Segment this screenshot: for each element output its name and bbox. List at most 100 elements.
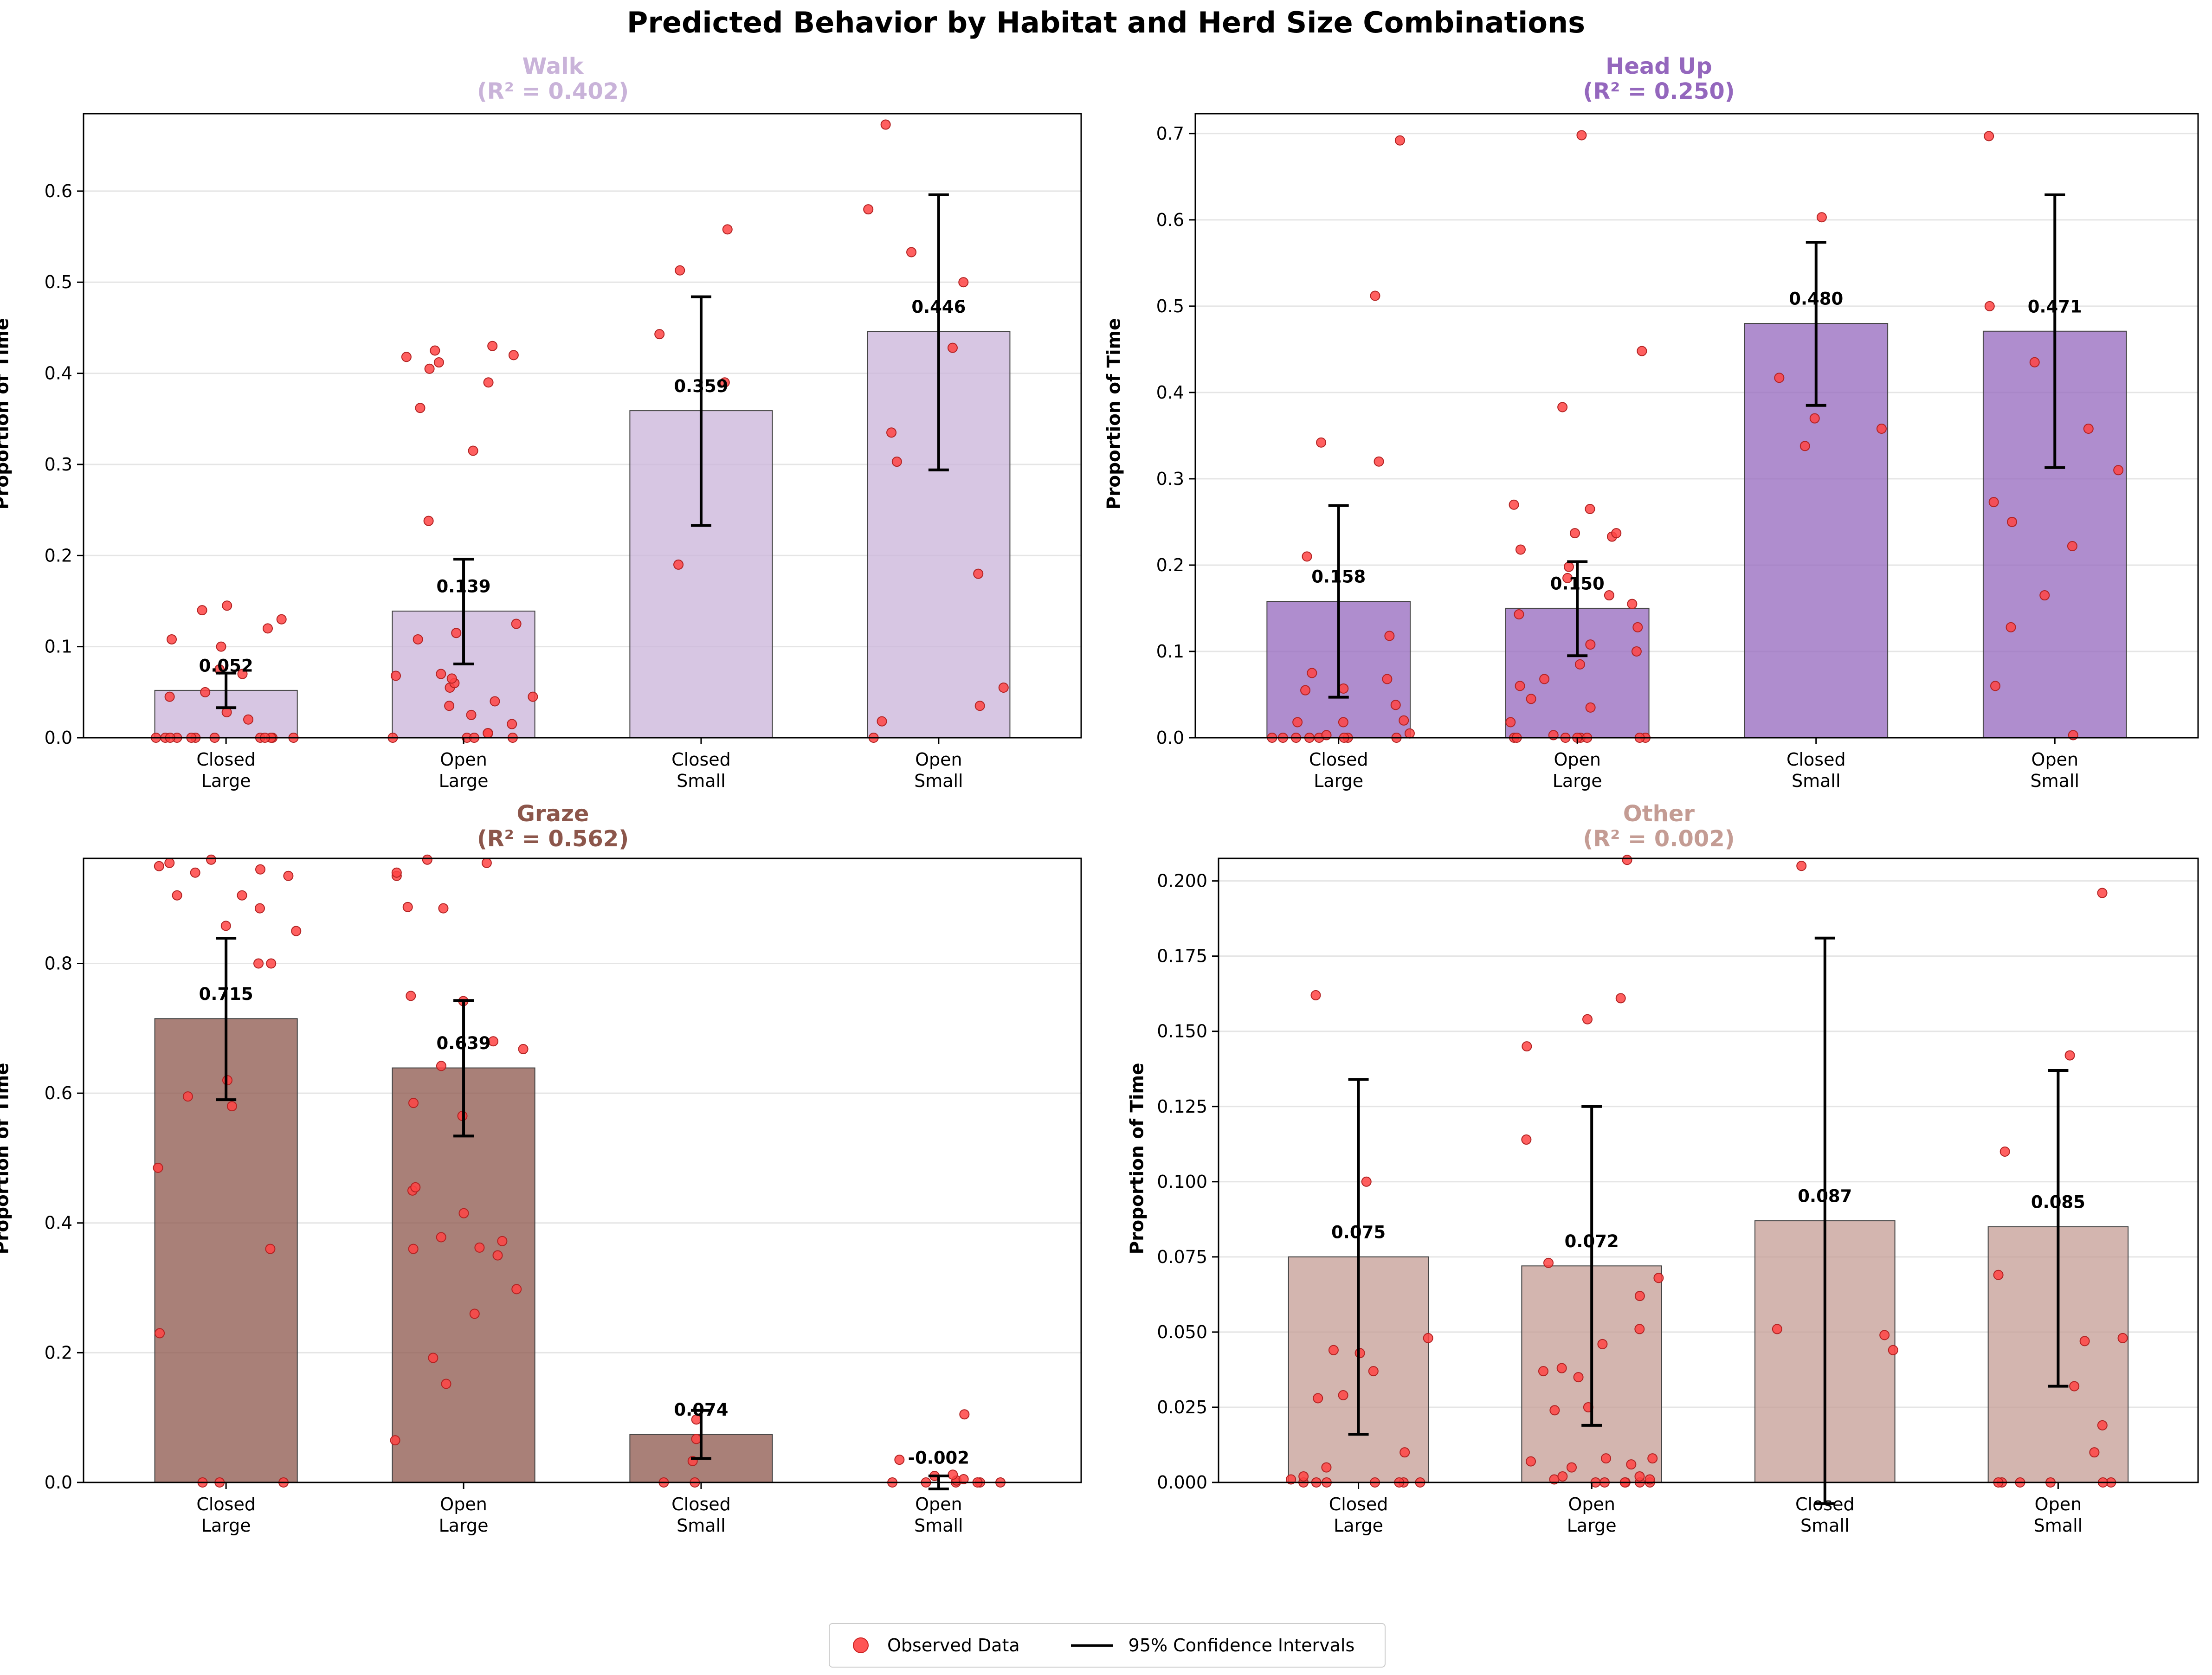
error-bar [1806, 241, 1826, 407]
panel-title-main: Head Up [1606, 53, 1712, 79]
observed-point [206, 854, 217, 865]
plot-frame [1218, 857, 2199, 1483]
y-tick-label: 0.7 [1156, 123, 1184, 144]
observed-point [1316, 437, 1327, 448]
observed-point [722, 224, 733, 235]
observed-point [2069, 1381, 2080, 1392]
observed-point [253, 958, 264, 969]
observed-point [1404, 728, 1415, 739]
observed-point [1879, 1330, 1890, 1340]
observed-point [469, 1308, 480, 1319]
y-tick-label: 0.5 [1156, 296, 1184, 316]
observed-point [423, 515, 434, 526]
y-tick-label: 0.025 [1157, 1397, 1207, 1417]
observed-point [492, 1250, 503, 1261]
x-tick-label: Closed Large [1309, 749, 1368, 791]
observed-point [266, 958, 277, 969]
observed-point [406, 991, 416, 1001]
value-label: 0.139 [437, 577, 491, 597]
observed-point [1399, 715, 1409, 726]
observed-point [2117, 1333, 2128, 1343]
observed-point [2113, 465, 2124, 476]
y-tick-label: 0.0 [45, 728, 72, 748]
observed-point [458, 1208, 469, 1218]
observed-point [428, 1353, 439, 1363]
observed-point [483, 728, 493, 739]
observed-point [1888, 1345, 1898, 1355]
observed-point [390, 1435, 400, 1446]
observed-point [1515, 681, 1525, 691]
error-bar [2044, 193, 2065, 469]
observed-point [216, 641, 226, 652]
x-tick-label: Closed Large [196, 749, 256, 791]
other-panel: Other (R² = 0.002) Proportion of Time 0.… [1106, 796, 2212, 1557]
walk-panel: Walk (R² = 0.402) Proportion of Time 0.0… [0, 51, 1106, 812]
observed-marker-icon [853, 1637, 869, 1653]
observed-point [265, 1243, 276, 1254]
y-tick-label: 0.4 [1156, 382, 1184, 403]
observed-point [430, 345, 440, 356]
graze-plot: 0.715 0.639 0.074 -0.002 0.0 0.2 0.4 0.6 0.8 Clos… [45, 854, 1082, 1536]
observed-point [947, 342, 958, 353]
observed-point [1313, 1393, 1323, 1404]
observed-point [1307, 668, 1317, 678]
y-tick-label: 0.1 [1156, 641, 1184, 662]
observed-point [1522, 1041, 1532, 1052]
x-tick-label: Open Small [2034, 1494, 2083, 1536]
error-bar [1328, 504, 1349, 699]
observed-point [1338, 717, 1348, 728]
panel-title-subtitle: (R² = 0.002) [1583, 826, 1735, 852]
y-tick-label: 0.125 [1157, 1096, 1207, 1117]
observed-point [490, 696, 500, 707]
observed-point [415, 403, 426, 413]
observed-point [1526, 1456, 1536, 1467]
observed-point [1538, 1366, 1549, 1377]
observed-point [222, 600, 232, 611]
x-tick-label: Open Small [914, 749, 963, 791]
observed-point [1637, 346, 1647, 356]
ci-line-icon [1071, 1644, 1113, 1647]
observed-points [151, 119, 1009, 743]
observed-point [948, 1469, 958, 1480]
observed-point [276, 614, 287, 625]
y-tick-label: 0.100 [1157, 1172, 1207, 1192]
y-tick-label: 0.3 [45, 454, 72, 475]
observed-point [262, 623, 273, 634]
observed-point [1631, 646, 1642, 657]
panel-title-subtitle: (R² = 0.562) [477, 826, 629, 852]
legend-item-ci: 95% Confidence Intervals [1020, 1635, 1354, 1656]
y-tick-label: 0.6 [1156, 210, 1184, 230]
observed-point [2097, 1420, 2108, 1430]
observed-points [1267, 130, 2124, 743]
observed-point [1585, 504, 1595, 515]
observed-point [1368, 1366, 1379, 1377]
observed-point [474, 1242, 485, 1253]
observed-point [1399, 1447, 1410, 1458]
observed-point [2083, 424, 2094, 434]
panel-title-subtitle: (R² = 0.402) [477, 78, 629, 104]
observed-point [1515, 544, 1526, 555]
observed-point [1321, 1462, 1332, 1473]
observed-point [422, 854, 432, 865]
value-label: 0.075 [1331, 1223, 1386, 1243]
observed-point [958, 277, 969, 288]
observed-point [1816, 212, 1827, 223]
observed-point [1876, 424, 1887, 434]
observed-point [1597, 1339, 1608, 1349]
y-tick-label: 0.2 [45, 1342, 72, 1363]
observed-point [436, 669, 446, 679]
observed-point [1566, 1462, 1577, 1473]
observed-point [1563, 561, 1574, 572]
observed-point [1310, 990, 1321, 1000]
observed-point [1361, 1176, 1372, 1187]
value-label: 0.085 [2031, 1192, 2085, 1212]
observed-point [2029, 357, 2040, 367]
value-label: 0.158 [1311, 567, 1366, 587]
y-tick-label: 0.1 [45, 637, 72, 657]
observed-point [483, 377, 494, 388]
x-tick-label: Open Large [1567, 1494, 1617, 1536]
error-bar [1567, 560, 1588, 657]
observed-point [691, 1434, 702, 1444]
observed-point [1611, 528, 1622, 539]
observed-point [481, 857, 492, 868]
